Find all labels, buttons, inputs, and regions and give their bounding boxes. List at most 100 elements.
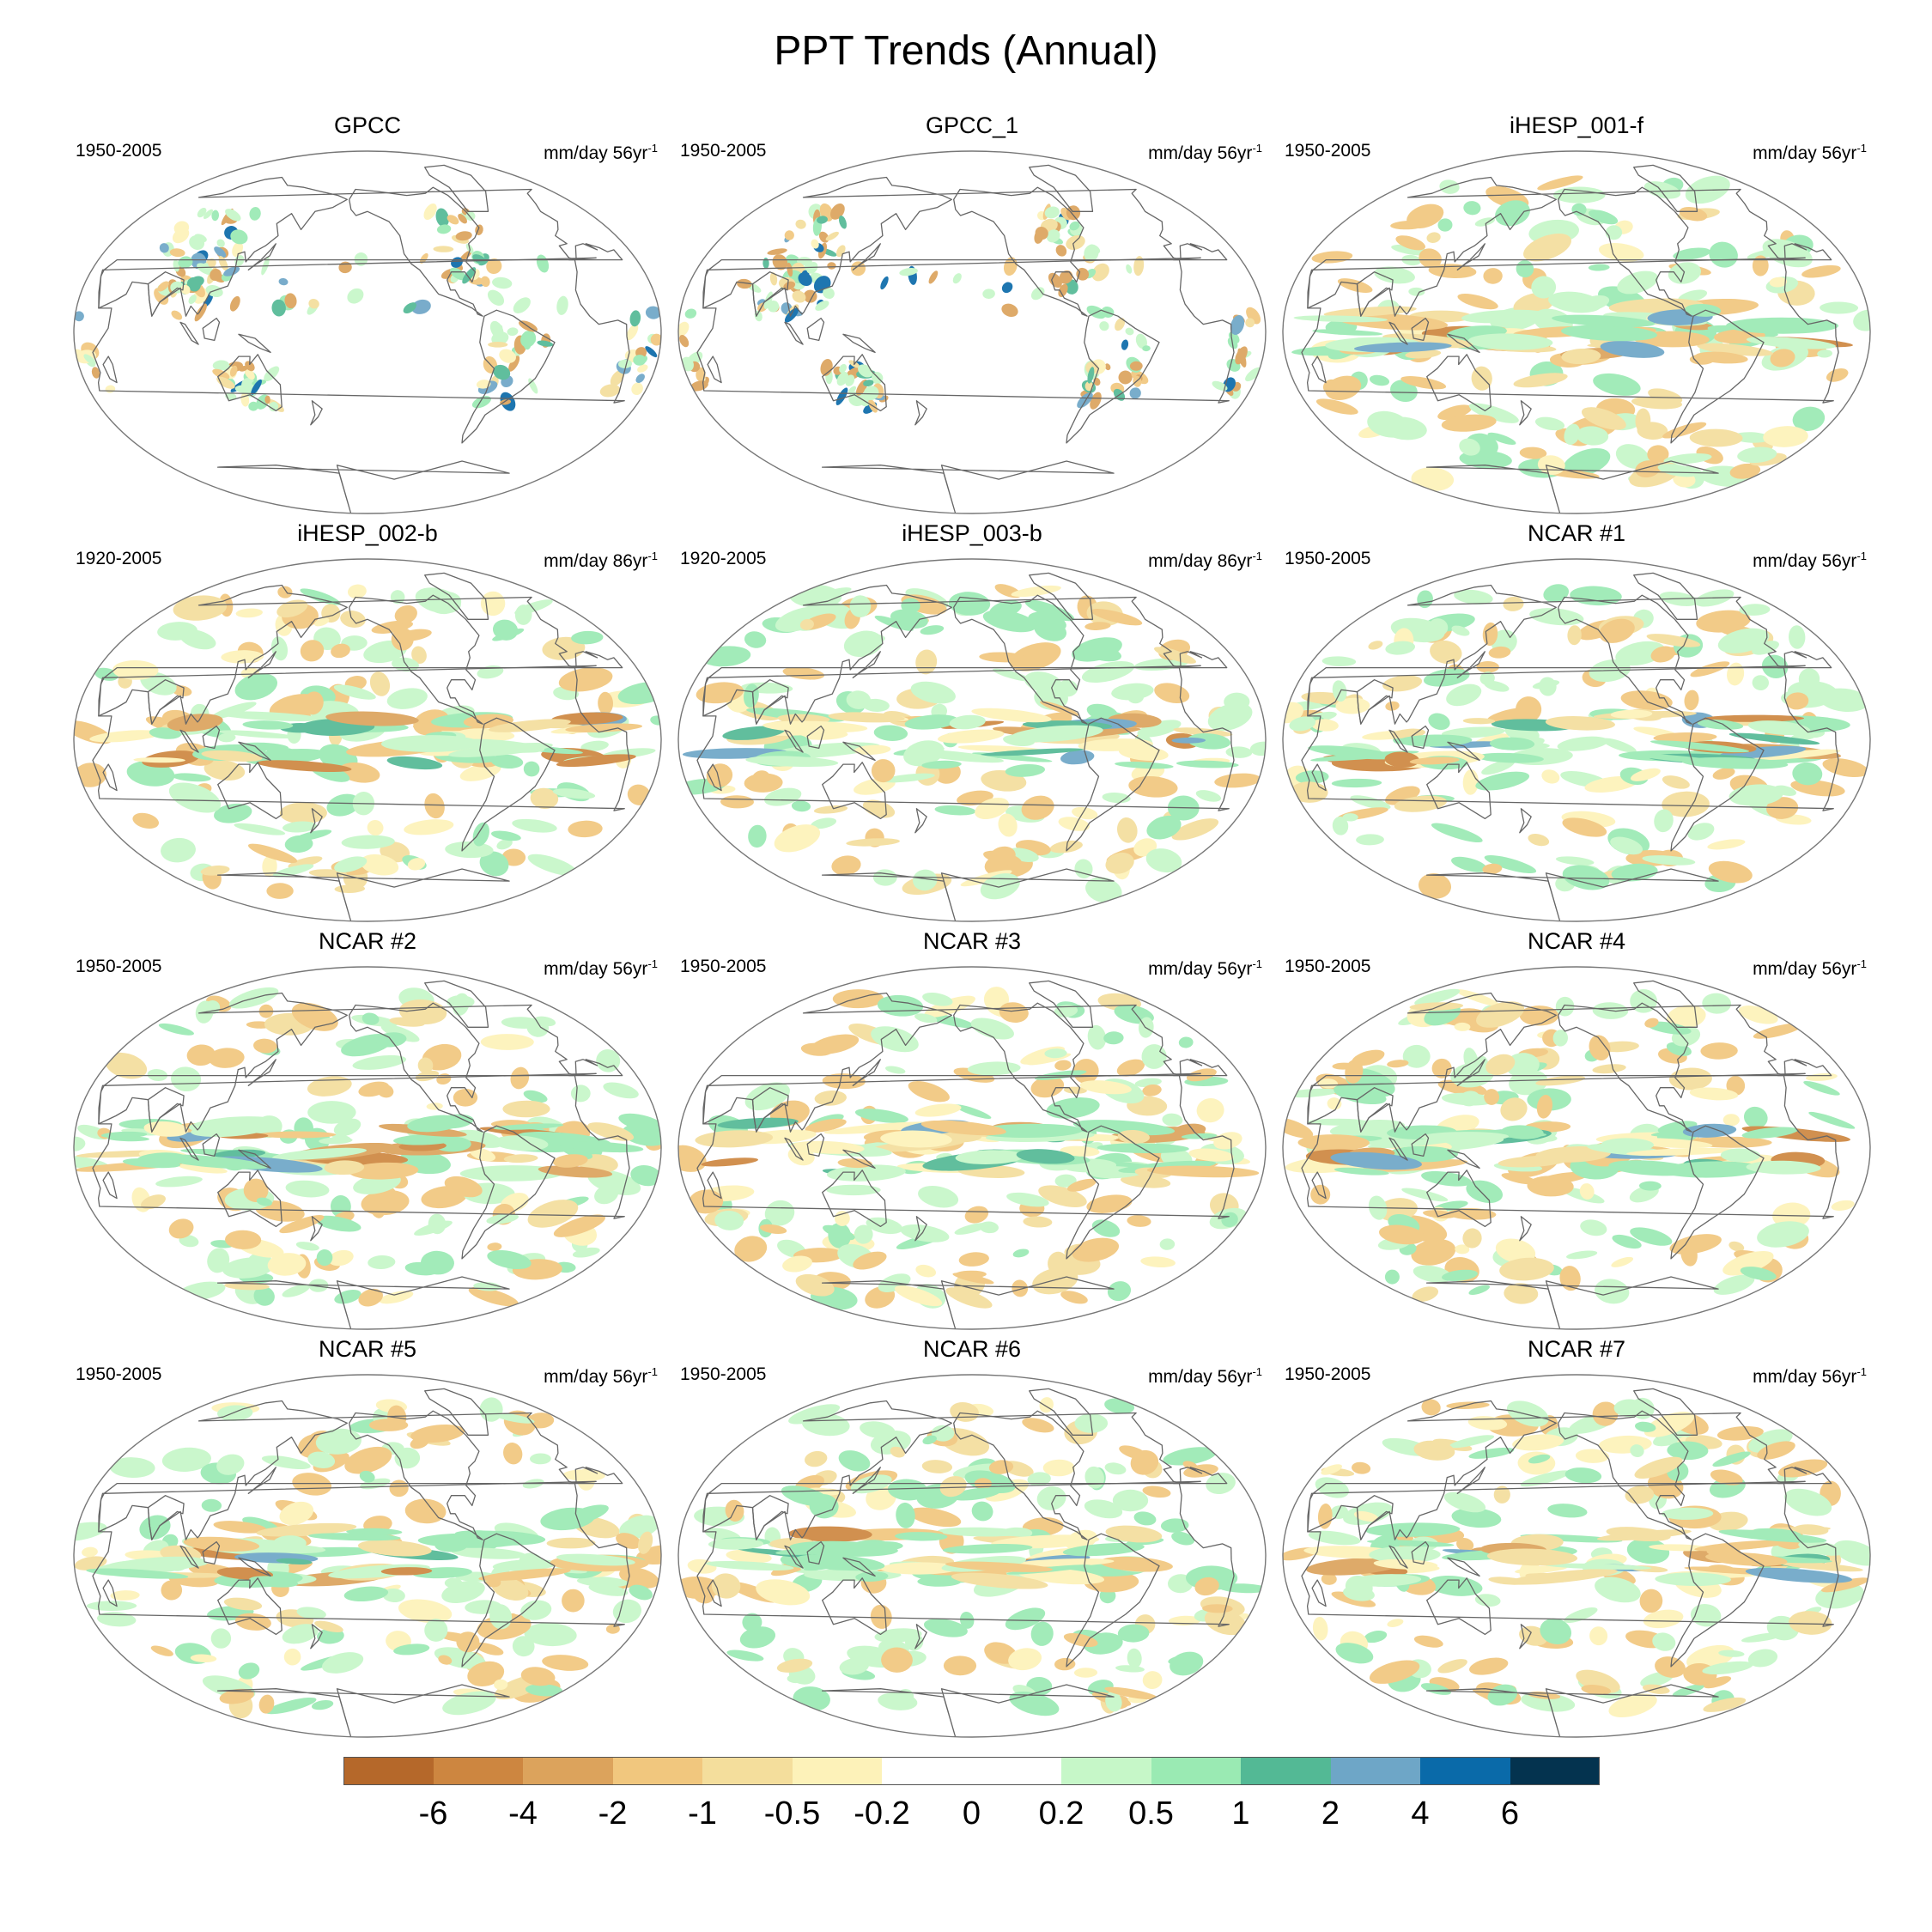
panel-period: 1950-2005 bbox=[680, 957, 767, 976]
panel-title: NCAR #5 bbox=[318, 1336, 417, 1362]
coastline-greenland bbox=[1633, 1388, 1698, 1436]
coastline-newguinea bbox=[238, 741, 271, 762]
coastline-borneo bbox=[202, 725, 221, 750]
map-outline bbox=[73, 966, 662, 1330]
coastline-antarctica bbox=[216, 1684, 510, 1737]
colorbar-tick-label: -4 bbox=[508, 1795, 538, 1832]
coastline-africa bbox=[92, 257, 630, 404]
colorbar-swatch bbox=[612, 1757, 702, 1785]
colorbar-tick-label: 6 bbox=[1500, 1795, 1520, 1832]
coastline-africa bbox=[1301, 257, 1839, 404]
coastline-nz bbox=[310, 1216, 323, 1242]
coastline-namerica bbox=[349, 186, 483, 317]
panel-period: 1950-2005 bbox=[76, 141, 162, 161]
coastline-newguinea bbox=[1447, 741, 1480, 762]
panel-units-exponent: -1 bbox=[647, 550, 658, 562]
coastline-sumatra bbox=[784, 1545, 804, 1569]
coastline-samerica bbox=[461, 1533, 556, 1668]
coastline-nz bbox=[1519, 808, 1532, 834]
map-outline bbox=[73, 150, 662, 514]
coastline-japan bbox=[852, 243, 881, 270]
coastline-greenland bbox=[1633, 164, 1698, 212]
coastline-samerica bbox=[461, 309, 556, 444]
map-panel: iHESP_002-b 1920-2005 mm/day 86yr-1 bbox=[67, 519, 668, 923]
map-outline bbox=[1282, 150, 1871, 514]
coastline-namerica bbox=[1558, 594, 1692, 725]
coastline-antarctica bbox=[216, 1276, 510, 1329]
coastline-eurasia bbox=[1307, 176, 1832, 317]
coastline-nz bbox=[914, 1216, 927, 1242]
coastline-japan bbox=[852, 1467, 881, 1494]
coastline-australia bbox=[217, 762, 283, 820]
coastline-greenland bbox=[1029, 164, 1094, 212]
coastline-madagascar bbox=[1311, 1579, 1327, 1607]
coastlines bbox=[92, 1388, 630, 1737]
coastline-newguinea bbox=[238, 1149, 271, 1170]
trend-field bbox=[74, 584, 661, 899]
map-panel: NCAR #5 1950-2005 mm/day 56yr-1 bbox=[67, 1335, 668, 1739]
coastline-namerica bbox=[953, 1410, 1088, 1540]
coastline-samerica bbox=[1670, 1533, 1765, 1668]
coastline-greenland bbox=[424, 980, 489, 1028]
map-outline bbox=[73, 558, 662, 922]
coastline-borneo bbox=[806, 317, 825, 342]
figure-title: PPT Trends (Annual) bbox=[774, 28, 1158, 74]
coastline-india bbox=[1356, 679, 1394, 725]
colorbar-tick-label: -1 bbox=[688, 1795, 717, 1832]
coastline-india bbox=[1356, 1087, 1394, 1133]
coastline-borneo bbox=[1411, 725, 1430, 750]
coastline-borneo bbox=[202, 1540, 221, 1565]
coastline-nz bbox=[914, 1624, 927, 1649]
coastline-greenland bbox=[1633, 980, 1698, 1028]
panel-units-exponent: -1 bbox=[1252, 1365, 1262, 1378]
coastline-eurasia bbox=[702, 176, 1228, 317]
colorbar-swatch bbox=[1510, 1757, 1600, 1785]
coastline-japan bbox=[247, 1467, 276, 1494]
coastline-borneo bbox=[202, 317, 221, 342]
coastline-australia bbox=[217, 1577, 283, 1636]
coastline-eurasia bbox=[98, 1400, 623, 1540]
panel-units: mm/day 56yr-1 bbox=[1753, 545, 1867, 573]
coastline-madagascar bbox=[1311, 763, 1327, 792]
coastline-samerica bbox=[1670, 309, 1765, 444]
map-panel: NCAR #2 1950-2005 mm/day 56yr-1 bbox=[67, 927, 668, 1331]
coastline-india bbox=[147, 1087, 185, 1133]
coastline-japan bbox=[1456, 651, 1485, 678]
coastline-australia bbox=[1426, 354, 1492, 412]
colorbar-swatch bbox=[971, 1757, 1061, 1785]
coastline-namerica bbox=[953, 594, 1088, 725]
coastline-japan bbox=[247, 1059, 276, 1086]
world-map bbox=[1282, 150, 1871, 514]
coastline-sumatra bbox=[1388, 729, 1408, 753]
map-panel-grid: GPCC 1950-2005 mm/day 56yr-1 GPCC_1 1950-200… bbox=[67, 112, 1871, 1739]
coastline-australia bbox=[217, 354, 283, 412]
coastline-nz bbox=[914, 400, 927, 426]
panel-units: mm/day 56yr-1 bbox=[1148, 1361, 1262, 1388]
coastline-india bbox=[751, 679, 789, 725]
panel-units-text: mm/day 56yr bbox=[1753, 1367, 1857, 1387]
coastline-sumatra bbox=[784, 1137, 804, 1161]
coastline-sumatra bbox=[179, 729, 199, 753]
colorbar-swatch bbox=[1151, 1757, 1241, 1785]
coastline-nz bbox=[310, 400, 323, 426]
coastline-japan bbox=[1456, 1467, 1485, 1494]
coastline-japan bbox=[247, 243, 276, 270]
world-map bbox=[677, 1374, 1267, 1738]
coastline-africa bbox=[1301, 665, 1839, 811]
panel-units-exponent: -1 bbox=[1856, 1365, 1867, 1378]
coastline-madagascar bbox=[707, 763, 722, 792]
coastline-namerica bbox=[953, 186, 1088, 317]
panel-units-exponent: -1 bbox=[647, 142, 658, 155]
coastline-samerica bbox=[461, 717, 556, 852]
world-map bbox=[677, 966, 1267, 1330]
coastline-africa bbox=[696, 1072, 1235, 1219]
panel-title: iHESP_001-f bbox=[1509, 112, 1644, 138]
panel-title: NCAR #6 bbox=[922, 1336, 1022, 1362]
panel-title: NCAR #2 bbox=[318, 928, 417, 954]
map-outline bbox=[677, 558, 1267, 922]
coastlines bbox=[1301, 572, 1839, 921]
coastline-greenland bbox=[1029, 1388, 1094, 1436]
coastline-newguinea bbox=[238, 1557, 271, 1577]
coastline-nz bbox=[1519, 1624, 1532, 1649]
coastline-samerica bbox=[1066, 309, 1160, 444]
